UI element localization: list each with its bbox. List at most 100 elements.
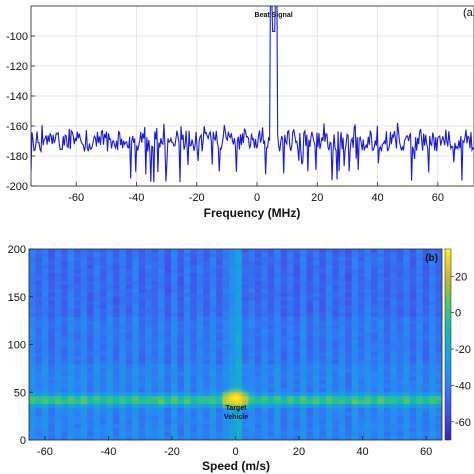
heatmap-cell xyxy=(364,412,372,417)
heatmap-cell xyxy=(48,392,56,397)
heatmap-cell xyxy=(54,380,62,385)
heatmap-cell xyxy=(196,420,204,425)
heatmap-cell xyxy=(87,388,94,393)
heatmap-cell xyxy=(403,316,411,322)
heatmap-cell xyxy=(371,408,378,413)
heatmap-cell xyxy=(267,368,275,373)
heatmap-cell xyxy=(125,340,133,345)
heatmap-cell xyxy=(254,292,262,298)
heatmap-cell xyxy=(377,300,385,306)
heatmap-cell xyxy=(74,320,82,326)
heatmap-cell xyxy=(377,376,385,381)
heatmap-cell xyxy=(209,432,217,437)
heatmap-cell xyxy=(112,376,120,381)
heatmap-cell xyxy=(29,252,36,258)
heatmap-cell xyxy=(267,268,275,274)
heatmap-cell xyxy=(287,408,294,413)
heatmap-cell xyxy=(61,356,69,361)
heatmap-cell xyxy=(93,328,101,333)
heatmap-cell xyxy=(351,320,359,326)
heatmap-cell xyxy=(203,292,211,298)
heatmap-cell xyxy=(416,288,424,294)
heatmap-cell xyxy=(119,336,127,341)
heatmap-cell xyxy=(112,404,120,409)
heatmap-cell xyxy=(190,249,198,254)
heatmap-cell xyxy=(312,420,320,425)
heatmap-cell xyxy=(125,252,133,258)
y-tick-label: -200 xyxy=(6,181,28,193)
heatmap-cell xyxy=(145,328,153,333)
heatmap-cell xyxy=(351,356,359,361)
heatmap-cell xyxy=(416,424,424,429)
heatmap-cell xyxy=(351,332,359,337)
heatmap-cell xyxy=(216,356,223,361)
heatmap-cell xyxy=(48,312,56,318)
heatmap-cell xyxy=(338,368,346,373)
heatmap-cell xyxy=(390,292,398,298)
heatmap-cell xyxy=(35,396,43,401)
heatmap-cell xyxy=(293,372,301,377)
heatmap-cell xyxy=(151,420,159,425)
heatmap-cell xyxy=(61,400,69,405)
heatmap-cell xyxy=(409,268,417,274)
heatmap-cell xyxy=(345,324,353,329)
heatmap-cell xyxy=(267,249,275,254)
heatmap-cell xyxy=(300,368,307,373)
heatmap-cell xyxy=(312,392,320,397)
heatmap-cell xyxy=(312,304,320,310)
heatmap-cell xyxy=(87,284,94,290)
heatmap-cell xyxy=(222,384,230,389)
heatmap-cell xyxy=(293,368,301,373)
heatmap-cell xyxy=(138,360,146,365)
heatmap-cell xyxy=(151,424,159,429)
heatmap-cell xyxy=(190,304,198,310)
heatmap-cell xyxy=(325,360,333,365)
heatmap-cell xyxy=(358,416,365,421)
heatmap-cell xyxy=(29,356,36,361)
heatmap-cell xyxy=(158,316,165,322)
heatmap-cell xyxy=(403,424,411,429)
heatmap-cell xyxy=(177,412,185,417)
heatmap-cell xyxy=(416,356,424,361)
heatmap-cell xyxy=(261,308,269,314)
heatmap-cell xyxy=(403,432,411,437)
heatmap-cell xyxy=(274,316,282,322)
heatmap-cell xyxy=(93,276,101,282)
heatmap-cell xyxy=(416,372,424,377)
heatmap-cell xyxy=(112,280,120,286)
heatmap-cell xyxy=(177,324,185,329)
heatmap-cell xyxy=(280,424,288,429)
heatmap-cell xyxy=(435,256,442,262)
colorbar-tick-label: 0 xyxy=(455,308,461,320)
heatmap-cell xyxy=(125,348,133,353)
heatmap-cell xyxy=(48,288,56,294)
heatmap-cell xyxy=(48,336,56,341)
heatmap-cell xyxy=(183,348,191,353)
heatmap-cell xyxy=(435,272,442,278)
heatmap-cell xyxy=(254,252,262,258)
heatmap-cell xyxy=(138,436,146,440)
heatmap-cell xyxy=(319,296,327,302)
heatmap-cell xyxy=(325,396,333,401)
heatmap-cell xyxy=(164,344,172,349)
heatmap-cell xyxy=(203,400,211,405)
heatmap-cell xyxy=(183,372,191,377)
heatmap-cell xyxy=(177,276,185,282)
heatmap-cell xyxy=(164,252,172,258)
heatmap-cell xyxy=(145,324,153,329)
heatmap-cell xyxy=(48,344,56,349)
heatmap-cell xyxy=(164,404,172,409)
heatmap-cell xyxy=(54,416,62,421)
heatmap-cell xyxy=(183,280,191,286)
heatmap-cell xyxy=(338,380,346,385)
heatmap-cell xyxy=(396,368,404,373)
heatmap-cell xyxy=(371,380,378,385)
heatmap-cell xyxy=(170,328,178,333)
heatmap-cell xyxy=(267,400,275,405)
heatmap-cell xyxy=(35,392,43,397)
heatmap-cell xyxy=(261,332,269,337)
heatmap-cell xyxy=(409,249,417,254)
heatmap-cell xyxy=(132,432,140,437)
colorbar-ticks: 200-20-40-60 xyxy=(451,271,471,429)
heatmap-cell xyxy=(158,436,165,440)
